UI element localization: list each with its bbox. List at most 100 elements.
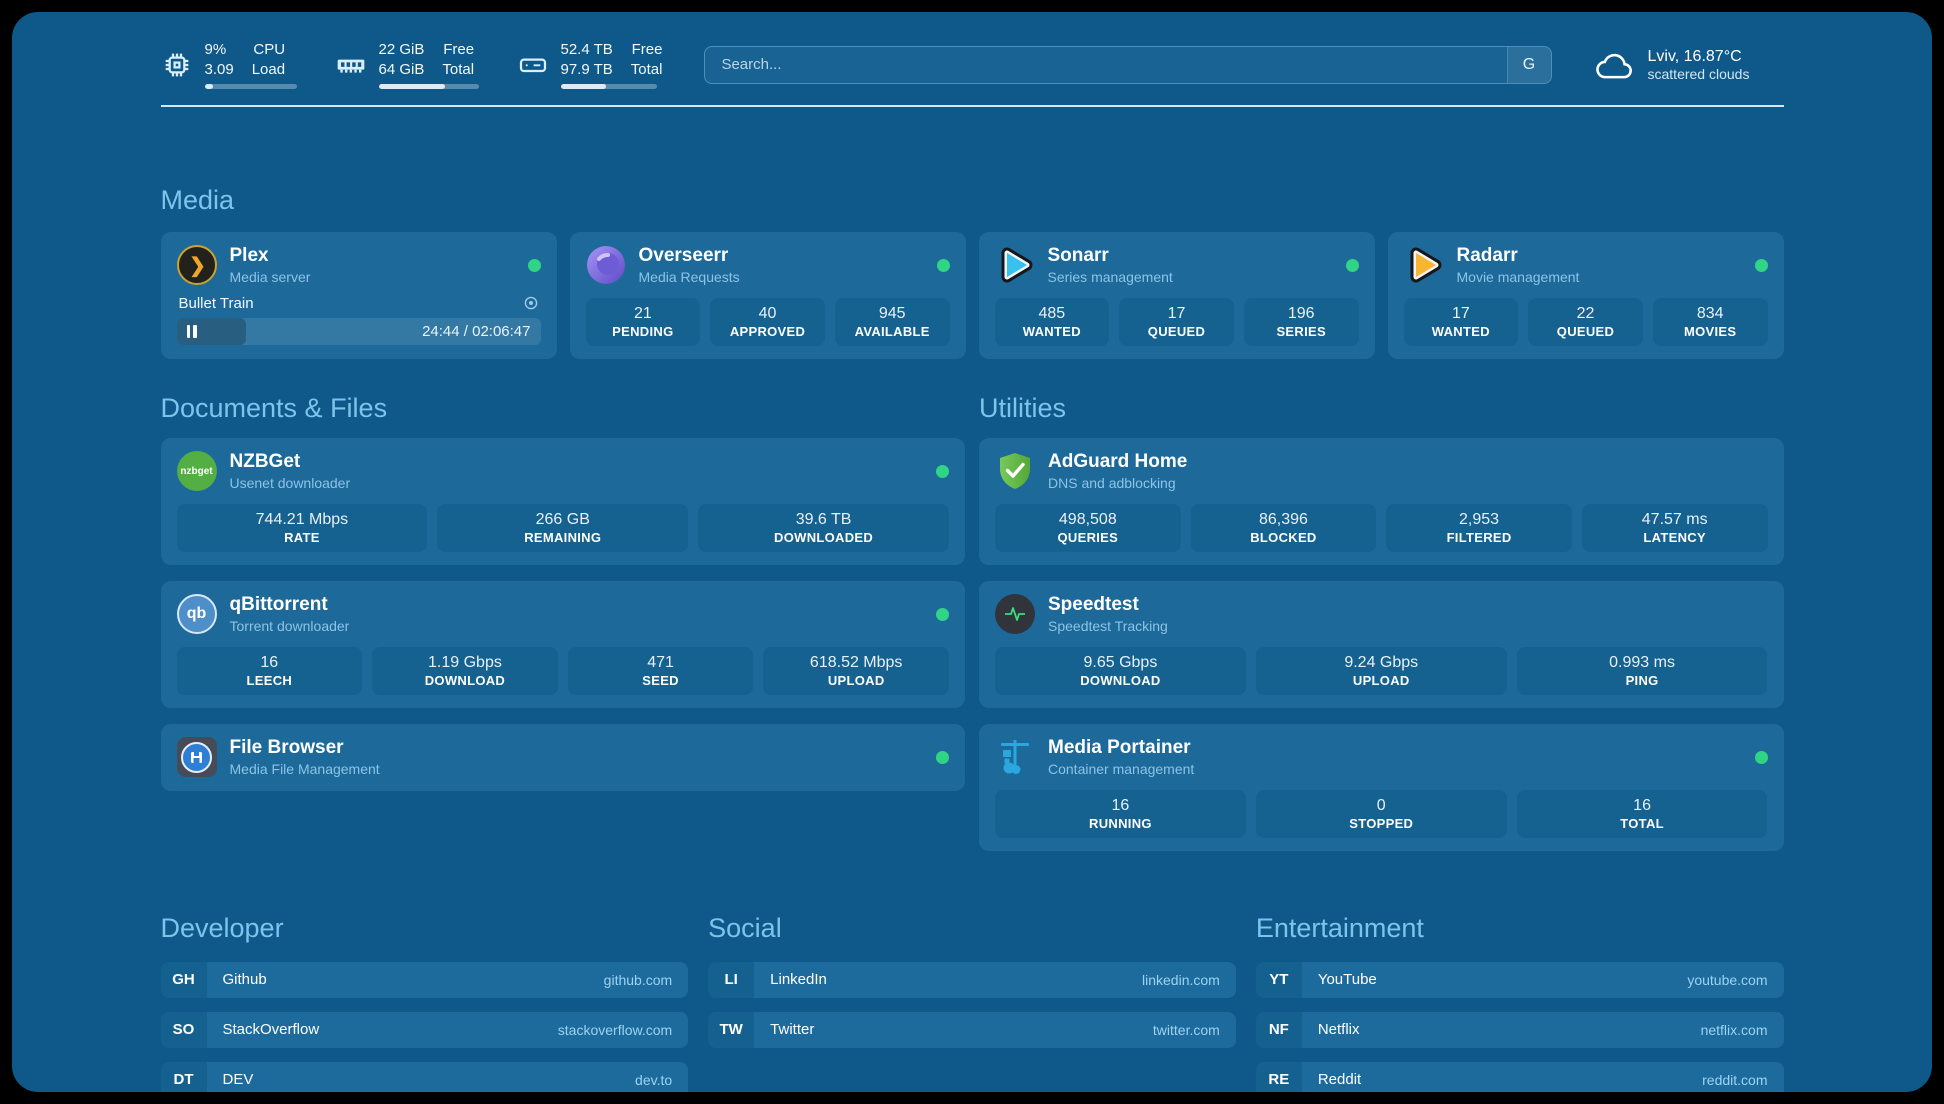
social-section-heading: Social	[708, 912, 782, 943]
stat-value: 22	[1576, 305, 1595, 323]
stat-label: AVAILABLE	[854, 324, 930, 340]
bookmark-name: StackOverflow	[222, 1021, 320, 1039]
bookmark-twitter[interactable]: TW Twitter twitter.com	[708, 1011, 1236, 1048]
stat-tile: 744.21 Mbps RATE	[176, 503, 428, 552]
stat-value: 17	[1167, 305, 1186, 323]
header-divider	[160, 105, 1784, 107]
bookmark-name: Github	[222, 971, 267, 989]
bookmark-url: reddit.com	[1702, 1071, 1768, 1088]
session-settings-icon[interactable]	[523, 295, 539, 311]
stat-value: 16	[1111, 797, 1130, 815]
stat-label: LEECH	[246, 673, 293, 689]
stat-tile: 39.6 TB DOWNLOADED	[698, 503, 949, 552]
stat-value: 16	[1633, 797, 1651, 815]
playback-time: 24:44 / 02:06:47	[422, 322, 531, 340]
stat-tile: 21 PENDING	[585, 297, 701, 346]
app-description: Series management	[1047, 268, 1173, 285]
stat-value: 0	[1376, 797, 1386, 815]
stat-tile: 86,396 BLOCKED	[1190, 503, 1377, 552]
stat-tile: 16 TOTAL	[1516, 789, 1768, 838]
cpu-load-value: 3.09	[204, 60, 234, 78]
app-card-nzbget[interactable]: nzbget NZBGet Usenet downloader 744.21 M…	[160, 437, 965, 565]
disk-total-label: Total	[630, 60, 663, 78]
stat-value: 1.19 Gbps	[428, 654, 502, 672]
entertainment-column: Entertainment YT YouTube youtube.com NF …	[1255, 913, 1784, 1092]
bookmark-abbr: SO	[160, 1011, 207, 1048]
bookmark-url: netflix.com	[1700, 1021, 1768, 1038]
bookmark-stackoverflow[interactable]: SO StackOverflow stackoverflow.com	[160, 1011, 689, 1048]
stat-tile: 0 STOPPED	[1255, 789, 1507, 838]
status-badge	[936, 258, 950, 272]
memory-stat: 22 GiB 64 GiB Free Total	[335, 40, 479, 89]
stat-label: PENDING	[612, 324, 674, 340]
stat-label: WANTED	[1431, 324, 1490, 340]
app-card-filebrowser[interactable]: File Browser Media File Management	[160, 723, 965, 791]
cpu-load-label: Load	[251, 60, 286, 78]
bookmark-dev[interactable]: DT DEV dev.to	[160, 1061, 689, 1092]
stat-value: 945	[878, 305, 906, 323]
stat-tile: 16 RUNNING	[995, 789, 1246, 838]
app-card-plex[interactable]: ❯ Plex Media server Bullet Train	[160, 232, 557, 359]
utilities-section-heading: Utilities	[979, 392, 1067, 423]
bookmark-url: youtube.com	[1687, 971, 1768, 988]
stat-label: DOWNLOAD	[1080, 673, 1161, 689]
stat-value: 266 GB	[535, 511, 590, 529]
stat-value: 498,508	[1058, 511, 1117, 529]
qbittorrent-icon: qb	[176, 594, 217, 635]
sonarr-icon	[1001, 247, 1032, 283]
stat-label: DOWNLOADED	[774, 530, 874, 546]
stat-value: 39.6 TB	[795, 511, 852, 529]
bookmark-linkedin[interactable]: LI LinkedIn linkedin.com	[708, 961, 1236, 998]
stat-tile: 40 APPROVED	[710, 297, 825, 346]
filebrowser-icon	[176, 737, 217, 778]
stat-tile: 266 GB REMAINING	[437, 503, 689, 552]
bookmark-url: linkedin.com	[1142, 971, 1220, 988]
stat-label: BLOCKED	[1250, 530, 1317, 546]
ram-free-label: Free	[443, 41, 475, 58]
app-card-adguard[interactable]: AdGuard Home DNS and adblocking 498,508 …	[979, 437, 1784, 565]
app-title: NZBGet	[229, 450, 301, 472]
weather-condition: scattered clouds	[1647, 65, 1750, 82]
bookmark-abbr: DT	[160, 1061, 207, 1092]
app-card-portainer[interactable]: Media Portainer Container management 16 …	[979, 723, 1784, 851]
cpu-progress-bar	[204, 84, 297, 89]
stat-tile: 17 QUEUED	[1119, 297, 1234, 346]
media-card-row: ❯ Plex Media server Bullet Train	[160, 232, 1784, 359]
bookmark-github[interactable]: GH Github github.com	[160, 961, 689, 998]
bookmark-youtube[interactable]: YT YouTube youtube.com	[1255, 961, 1784, 998]
weather-widget[interactable]: Lviv, 16.87°C scattered clouds	[1594, 47, 1784, 83]
search-input[interactable]	[705, 46, 1507, 83]
stat-value: 471	[647, 654, 674, 672]
app-card-sonarr[interactable]: Sonarr Series management 485 WANTED 17 Q…	[978, 232, 1375, 359]
disk-total-value: 97.9 TB	[560, 60, 613, 78]
documents-column: Documents & Files nzbget NZBGet Usenet d…	[160, 393, 965, 851]
app-card-overseerr[interactable]: Overseerr Media Requests 21 PENDING 40 A…	[569, 232, 966, 359]
bookmark-url: twitter.com	[1152, 1021, 1220, 1038]
status-badge	[527, 258, 541, 272]
app-description: Speedtest Tracking	[1048, 617, 1168, 634]
stat-label: APPROVED	[729, 324, 806, 340]
app-card-radarr[interactable]: Radarr Movie management 17 WANTED 22 QUE…	[1387, 232, 1784, 359]
pause-icon[interactable]	[186, 324, 197, 338]
bookmark-name: Netflix	[1317, 1021, 1360, 1039]
app-card-qbittorrent[interactable]: qb qBittorrent Torrent downloader 16	[160, 580, 965, 708]
app-title: Speedtest	[1048, 593, 1139, 615]
bookmark-netflix[interactable]: NF Netflix netflix.com	[1255, 1011, 1784, 1048]
bookmark-name: YouTube	[1317, 971, 1377, 989]
search-engine-button[interactable]: G	[1506, 46, 1551, 83]
app-description: Media server	[229, 268, 311, 285]
app-description: Media File Management	[229, 760, 380, 777]
dashboard: 9% 3.09 CPU Load	[12, 12, 1932, 1092]
stat-value: 2,953	[1459, 511, 1500, 529]
bookmark-abbr: RE	[1255, 1061, 1302, 1092]
stat-tile: 834 MOVIES	[1652, 297, 1768, 346]
stat-label: PING	[1625, 673, 1659, 689]
bookmark-reddit[interactable]: RE Reddit reddit.com	[1255, 1061, 1784, 1092]
playback-progress-bar[interactable]: 24:44 / 02:06:47	[176, 317, 541, 345]
app-description: Usenet downloader	[229, 474, 351, 491]
stat-value: 9.24 Gbps	[1344, 654, 1419, 672]
search-bar: G	[704, 45, 1552, 84]
app-card-speedtest[interactable]: Speedtest Speedtest Tracking 9.65 Gbps D…	[979, 580, 1784, 708]
app-description: DNS and adblocking	[1048, 474, 1176, 491]
now-playing-title: Bullet Train	[178, 294, 254, 312]
